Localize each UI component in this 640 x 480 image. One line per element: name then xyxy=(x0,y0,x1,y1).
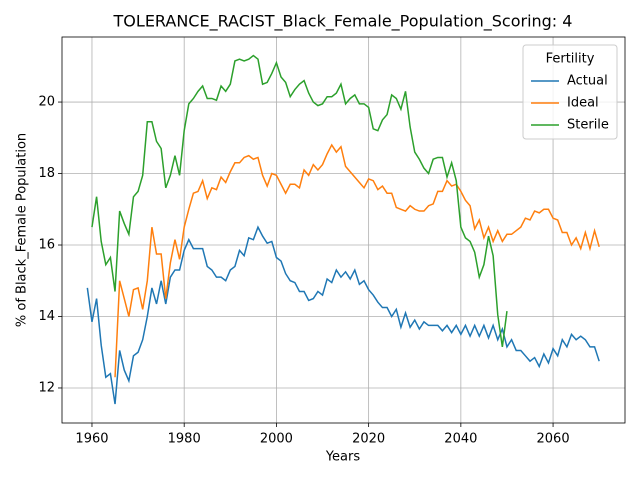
x-tick-label: 1960 xyxy=(75,432,108,447)
legend-box xyxy=(522,44,618,140)
legend-label: Sterile xyxy=(567,118,609,133)
y-axis-label: % of Black_Female Population xyxy=(15,133,30,327)
x-tick-label: 1980 xyxy=(168,432,201,447)
legend-label: Actual xyxy=(567,74,608,89)
y-tick-label: 20 xyxy=(38,95,55,110)
x-tick-label: 2020 xyxy=(352,432,385,447)
x-tick-label: 2040 xyxy=(444,432,477,447)
legend: Fertility Actual Ideal Sterile xyxy=(522,44,618,140)
data-line xyxy=(91,54,508,347)
y-tick-label: 18 xyxy=(38,166,55,181)
legend-title: Fertility xyxy=(546,52,595,67)
y-tick-label: 14 xyxy=(38,309,55,324)
x-tick-label: 2000 xyxy=(260,432,293,447)
plot-frame xyxy=(61,36,626,424)
x-tick-label: 2060 xyxy=(537,432,570,447)
y-tick-label: 16 xyxy=(38,238,55,253)
legend-label: Ideal xyxy=(567,96,599,111)
chart-title: TOLERANCE_RACIST_Black_Female_Population… xyxy=(113,12,573,32)
y-tick-label: 12 xyxy=(38,380,55,395)
data-line xyxy=(114,143,600,378)
data-line xyxy=(86,225,600,405)
x-axis-label: Years xyxy=(325,450,361,465)
